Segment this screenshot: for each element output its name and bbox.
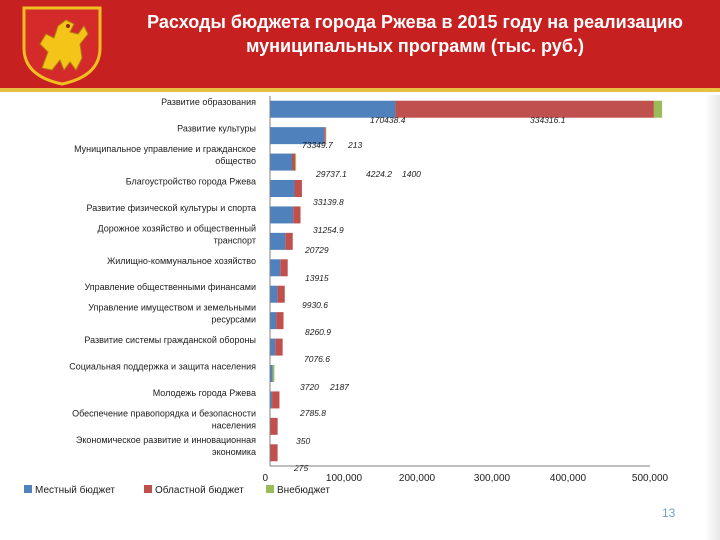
bar-segment (270, 153, 293, 171)
bar-segment (276, 312, 284, 330)
data-label: 33139.8 (313, 197, 344, 207)
bar-segment (653, 100, 663, 118)
category-label: Управление общественными финансами (84, 282, 256, 292)
legend-swatch (24, 485, 32, 493)
bar-segment (395, 100, 654, 118)
category-label: Развитие системы гражданской обороны (84, 335, 256, 345)
bar-segment (280, 259, 288, 277)
bar-segment (270, 285, 278, 303)
bar-segment (270, 417, 278, 435)
bar-segment (270, 365, 273, 382)
category-label: Развитие культуры (177, 124, 256, 134)
category-label: Жилищно-коммунальное хозяйство (107, 256, 256, 266)
data-label: 7076.6 (304, 354, 330, 364)
category-label: Обеспечение правопорядка и безопасности (72, 408, 256, 418)
data-label: 1400 (402, 169, 421, 179)
category-label: Развитие образования (161, 97, 256, 107)
category-label: населения (212, 420, 256, 430)
stacked-bar-chart: Развитие образования 170438.4 334316.1 Разв… (24, 96, 669, 496)
bar-segment (285, 232, 293, 250)
bar-segment (292, 153, 296, 171)
legend-entry: Местный бюджет (35, 484, 115, 496)
bar-segment (270, 391, 273, 409)
legend-entry: Внебюджет (277, 484, 330, 496)
category-label: ресурсами (211, 315, 256, 325)
data-label: 334316.1 (530, 115, 566, 125)
city-coat-of-arms-icon (22, 6, 102, 86)
slide-header: Расходы бюджета города Ржева в 2015 году… (0, 0, 720, 92)
data-label: 29737.1 (315, 169, 347, 179)
data-label: 13915 (305, 273, 329, 283)
data-label: 8260.9 (305, 327, 331, 337)
page-number: 13 (662, 506, 676, 520)
slide-frame-shadow (705, 95, 720, 540)
data-label: 2187 (329, 382, 349, 392)
bar-segment (270, 259, 281, 277)
bar-segment (325, 127, 327, 145)
legend-entry: Областной бюджет (155, 484, 244, 496)
category-label: Благоустройство города Ржева (126, 177, 256, 187)
bar-segment (293, 206, 301, 224)
category-label: Экономическое развитие и инновационная (76, 435, 256, 445)
data-label: 170438.4 (370, 115, 406, 125)
category-label: Социальная поддержка и защита населения (69, 362, 256, 372)
x-tick-label: 100,000 (326, 473, 363, 484)
legend-swatch (144, 485, 152, 493)
data-label: 2785.8 (299, 408, 326, 418)
bar-segment (270, 100, 396, 118)
bar-segment (270, 127, 325, 145)
category-label: Развитие физической культуры и спорта (87, 203, 256, 213)
bar-segment (270, 206, 294, 224)
x-tick-label: 200,000 (399, 473, 436, 484)
category-label: экономика (212, 447, 256, 457)
legend-swatch (266, 485, 274, 493)
category-label: Молодежь города Ржева (153, 388, 256, 398)
data-label: 20729 (304, 245, 329, 255)
category-label: Управление имуществом и земельными (88, 303, 256, 313)
category-label: Муниципальное управление и гражданское (74, 144, 256, 154)
bar-segment (295, 153, 297, 171)
bar-segment (324, 127, 326, 145)
data-label: 73349.7 (302, 140, 333, 150)
data-label: 3720 (300, 382, 319, 392)
data-label: 350 (296, 436, 310, 446)
x-tick-label: 400,000 (550, 473, 587, 484)
bar-segment (270, 444, 278, 462)
bar-segment (270, 232, 286, 250)
slide-title-line-2: муниципальных программ (тыс. руб.) (246, 36, 584, 56)
category-label: Дорожное хозяйство и общественный (98, 223, 257, 233)
x-tick-label: 300,000 (474, 473, 511, 484)
category-label: транспорт (214, 235, 256, 245)
bar-segment (294, 180, 302, 197)
x-tick-label: 0 (262, 473, 268, 484)
x-tick-label: 500,000 (632, 473, 669, 484)
data-label: 9930.6 (302, 300, 328, 310)
bar-segment (270, 338, 276, 356)
slide-title: Расходы бюджета города Ржева в 2015 году… (120, 10, 710, 58)
data-label: 31254.9 (313, 225, 344, 235)
data-label: 275 (293, 463, 308, 473)
bar-segment (270, 180, 295, 197)
bar-segment (272, 365, 275, 382)
data-label: 213 (347, 140, 362, 150)
bar-segment (275, 338, 283, 356)
slide-title-line-1: Расходы бюджета города Ржева в 2015 году… (147, 12, 683, 32)
bar-segment (277, 285, 285, 303)
data-label: 4224.2 (366, 169, 392, 179)
bar-segment (270, 312, 277, 330)
category-label: общество (215, 156, 256, 166)
bar-segment (272, 391, 280, 409)
